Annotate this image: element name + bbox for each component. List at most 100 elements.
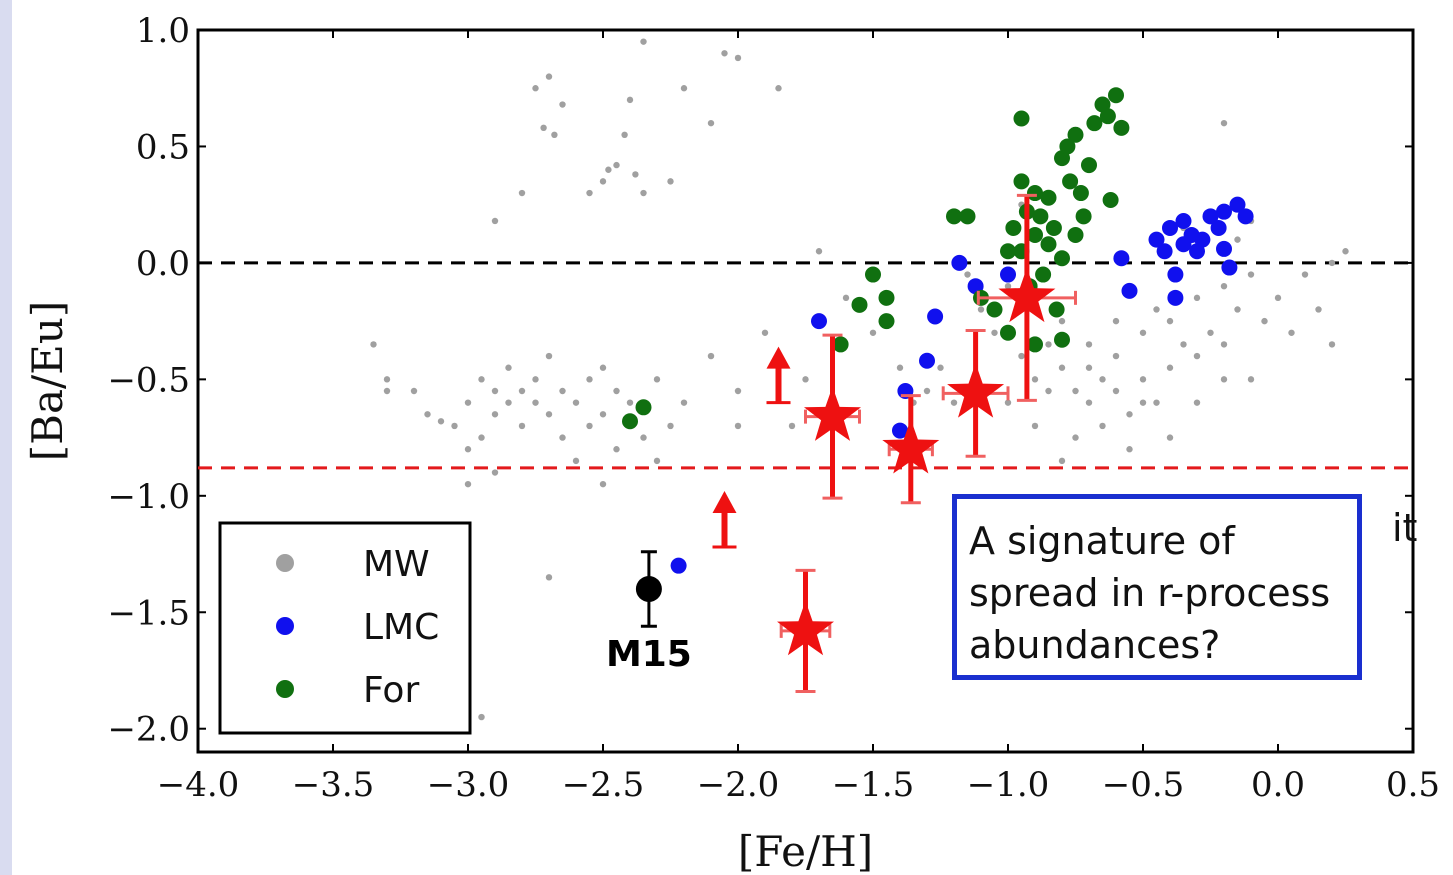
data-point bbox=[680, 85, 688, 92]
data-point bbox=[653, 457, 661, 465]
data-point bbox=[964, 271, 971, 278]
legend-label: LMC bbox=[363, 607, 439, 648]
data-point bbox=[1072, 434, 1079, 441]
data-point bbox=[1112, 387, 1120, 395]
data-point bbox=[545, 574, 553, 581]
data-point bbox=[1166, 364, 1174, 371]
data-point bbox=[1342, 248, 1349, 255]
data-point bbox=[959, 208, 976, 225]
x-tick-label: −3.5 bbox=[292, 765, 375, 805]
data-point bbox=[815, 248, 823, 255]
y-tick-label: 1.0 bbox=[136, 11, 190, 51]
data-point bbox=[626, 96, 634, 104]
data-point bbox=[1040, 189, 1057, 206]
data-point bbox=[424, 411, 431, 418]
data-point bbox=[811, 313, 827, 330]
data-point bbox=[1112, 352, 1120, 360]
data-point bbox=[1099, 422, 1106, 430]
data-point bbox=[1045, 341, 1052, 348]
data-point bbox=[1000, 266, 1016, 283]
star-marker bbox=[998, 267, 1056, 323]
data-point bbox=[559, 101, 566, 108]
m15-marker: M15 bbox=[606, 550, 692, 675]
data-point bbox=[1000, 243, 1016, 260]
data-point bbox=[518, 387, 526, 395]
data-point bbox=[532, 376, 539, 383]
data-point bbox=[670, 557, 687, 574]
legend-marker bbox=[276, 617, 294, 635]
y-tick-label: −1.5 bbox=[107, 593, 190, 633]
data-point bbox=[1058, 364, 1066, 371]
legend-marker bbox=[276, 554, 294, 572]
data-point bbox=[1059, 138, 1076, 155]
data-point bbox=[1301, 271, 1309, 278]
data-point bbox=[622, 413, 638, 430]
data-point bbox=[491, 387, 499, 395]
data-point bbox=[1247, 376, 1255, 383]
data-point bbox=[632, 171, 639, 178]
data-point bbox=[1108, 87, 1124, 104]
data-point bbox=[626, 399, 634, 406]
data-point bbox=[1045, 387, 1052, 395]
data-point bbox=[518, 422, 526, 430]
data-point bbox=[892, 422, 908, 439]
data-point bbox=[1139, 376, 1147, 383]
data-point bbox=[518, 189, 526, 197]
data-point bbox=[950, 399, 958, 406]
data-point bbox=[680, 399, 688, 406]
data-point bbox=[586, 376, 593, 383]
data-point bbox=[1121, 282, 1138, 299]
data-point bbox=[1027, 336, 1043, 353]
data-point bbox=[1027, 185, 1043, 202]
data-point bbox=[532, 399, 539, 406]
data-point bbox=[599, 364, 607, 371]
callout-box: A signature of spread in r-process abund… bbox=[952, 494, 1362, 680]
data-point bbox=[991, 329, 998, 336]
y-tick-label: 0.5 bbox=[136, 127, 190, 167]
data-point bbox=[1000, 324, 1016, 341]
data-point bbox=[613, 387, 620, 395]
data-point bbox=[586, 422, 593, 430]
legend: MW LMC For bbox=[218, 521, 472, 735]
data-point bbox=[464, 480, 472, 488]
data-point bbox=[621, 131, 628, 139]
data-point bbox=[788, 422, 796, 430]
data-point bbox=[1054, 250, 1070, 267]
data-point bbox=[1099, 108, 1116, 125]
star-marker bbox=[882, 419, 940, 474]
data-point bbox=[1153, 306, 1160, 313]
data-point bbox=[1126, 446, 1133, 453]
x-tick-label: −3.0 bbox=[427, 765, 510, 805]
data-point bbox=[1166, 317, 1174, 325]
data-point bbox=[1194, 231, 1211, 248]
data-point bbox=[635, 399, 652, 416]
data-point bbox=[1175, 212, 1192, 229]
data-point bbox=[734, 387, 742, 395]
data-point bbox=[721, 50, 728, 57]
data-point bbox=[1220, 282, 1228, 290]
data-point bbox=[1193, 352, 1201, 360]
legend-marker bbox=[276, 680, 294, 698]
data-point bbox=[1167, 289, 1184, 306]
y-tick-label: −2.0 bbox=[107, 710, 190, 750]
data-point bbox=[1234, 306, 1241, 313]
data-point bbox=[878, 313, 895, 330]
data-point bbox=[1005, 219, 1022, 236]
data-point bbox=[613, 161, 620, 169]
data-point bbox=[937, 364, 944, 371]
data-point bbox=[559, 387, 566, 395]
data-point bbox=[1113, 119, 1130, 136]
data-point bbox=[437, 418, 445, 425]
data-point bbox=[1210, 219, 1227, 236]
data-point bbox=[878, 289, 895, 306]
data-point bbox=[667, 422, 674, 430]
data-point bbox=[640, 434, 647, 441]
data-point bbox=[491, 217, 499, 225]
legend-label: MW bbox=[363, 544, 430, 585]
data-point bbox=[1229, 196, 1246, 213]
x-tick-label: −2.0 bbox=[697, 765, 780, 805]
x-tick-label: −1.0 bbox=[967, 765, 1050, 805]
data-point bbox=[491, 411, 499, 418]
data-point bbox=[1085, 399, 1093, 406]
data-point bbox=[640, 189, 647, 197]
